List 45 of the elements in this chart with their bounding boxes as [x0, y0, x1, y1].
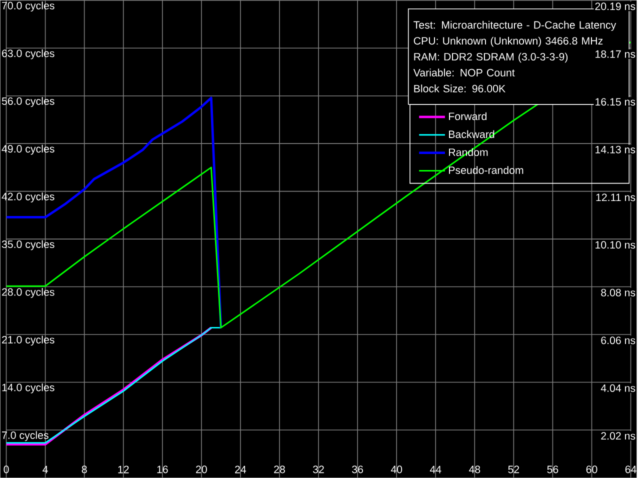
y2-tick-label: 14.13 ns [596, 146, 636, 154]
x-tick-label: 52 [508, 466, 520, 474]
y-tick-label: 7.0 cycles [2, 431, 48, 442]
y-tick-label: 21.0 cycles [2, 336, 54, 346]
x-tick-label: 56 [547, 466, 558, 474]
y2-tick-label: 2.02 ns [601, 432, 636, 440]
x-tick-label: 8 [82, 466, 87, 474]
y2-tick-label: 12.11 ns [596, 194, 636, 202]
x-tick-label: 24 [235, 466, 246, 474]
text: Test: Microarchitecture - D-Cache Latency [414, 20, 616, 31]
legend-label: Pseudo-random [449, 166, 524, 174]
y2-tick-label: 16.15 ns [596, 98, 636, 106]
y-tick-label: 63.0 cycles [2, 49, 54, 60]
y2-tick-label: 6.06 ns [601, 336, 636, 344]
y-tick-label: 70.0 cycles [2, 2, 54, 12]
y-tick-label: 56.0 cycles [2, 97, 54, 107]
y-tick-label: 28.0 cycles [2, 288, 54, 298]
x-tick-label: 44 [430, 466, 442, 474]
y-tick-label: 49.0 cycles [2, 144, 54, 155]
annotation: Block Size: 96.00K [414, 84, 506, 92]
y2-tick-label: 18.17 ns [596, 50, 636, 58]
x-tick-label: 60 [586, 466, 598, 474]
x-tick-label: 28 [274, 466, 285, 474]
x-tick-label: 64 [625, 466, 636, 474]
x-tick-label: 20 [196, 466, 207, 474]
x-tick-label: 48 [468, 466, 480, 474]
y2-tick-label: 20.19 ns [595, 2, 636, 10]
x-tick-label: 12 [118, 466, 129, 474]
y-tick-label: 42.0 cycles [2, 192, 54, 202]
legend-label: Forward [449, 112, 486, 120]
y2-tick-label: 10.10 ns [596, 241, 636, 249]
x-tick-label: 36 [352, 466, 363, 474]
annotation: CPU: Unknown (Unknown) 3466.8 MHz [414, 36, 603, 47]
legend-label: Backward [449, 130, 494, 138]
y2-tick-label: 4.04 ns [600, 384, 636, 392]
y2-tick-label: 8.08 ns [601, 288, 636, 296]
x-tick-label: 40 [390, 466, 402, 474]
annotation: Variable: NOP Count [413, 68, 515, 76]
x-tick-label: 16 [157, 466, 168, 474]
x-tick-label: 32 [313, 466, 324, 474]
x-tick-label: 4 [42, 466, 48, 474]
y-tick-label: 35.0 cycles [2, 240, 54, 250]
y-tick-label: 14.0 cycles [2, 383, 54, 394]
annotation: RAM: DDR2 SDRAM (3.0-3-3-9) [414, 52, 568, 63]
x-tick-label: 0 [4, 466, 9, 474]
